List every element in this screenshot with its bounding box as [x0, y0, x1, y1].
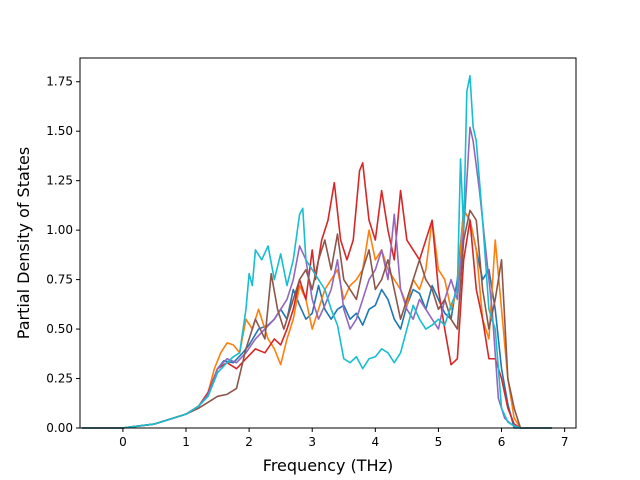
plot-frame [79, 57, 577, 429]
x-tick-label: 6 [498, 435, 506, 449]
x-tick-label: 3 [308, 435, 316, 449]
y-axis-ticks: 0.00 0.25 0.50 0.75 1.00 1.25 1.50 1.75 [46, 75, 80, 435]
y-tick-label: 0.75 [46, 273, 73, 287]
y-axis-title: Partial Density of States [14, 147, 33, 339]
x-tick-label: 5 [435, 435, 443, 449]
y-tick-label: 0.00 [46, 421, 73, 435]
series-line-3 [81, 162, 553, 429]
x-tick-label: 0 [119, 435, 127, 449]
y-tick-label: 1.75 [46, 75, 73, 89]
y-tick-label: 1.00 [46, 223, 73, 237]
x-axis-title: Frequency (THz) [263, 456, 393, 475]
y-tick-label: 1.50 [46, 124, 73, 138]
series-line-5 [81, 209, 553, 429]
y-tick-label: 1.25 [46, 174, 73, 188]
series-line-6 [81, 75, 553, 429]
x-axis-ticks: 0 1 2 3 4 5 6 7 [119, 428, 568, 449]
x-tick-label: 4 [372, 435, 380, 449]
y-tick-label: 0.25 [46, 372, 73, 386]
x-tick-label: 2 [245, 435, 253, 449]
x-tick-label: 7 [561, 435, 569, 449]
x-tick-label: 1 [182, 435, 190, 449]
series-layer [81, 75, 553, 429]
series-line-4 [81, 126, 553, 429]
y-tick-label: 0.50 [46, 322, 73, 336]
